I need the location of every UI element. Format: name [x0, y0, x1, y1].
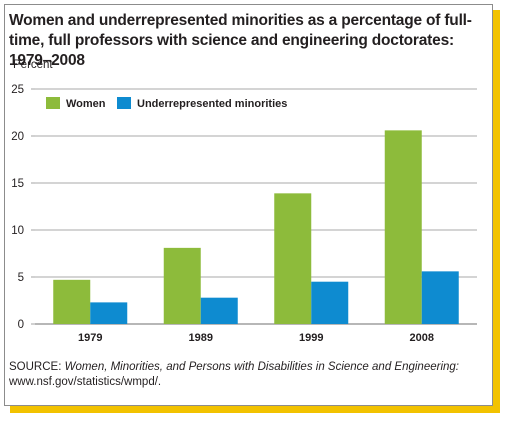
source-title: Women, Minorities, and Persons with Disa… [64, 361, 459, 373]
bar-underrepresented-minorities-1989 [200, 297, 238, 324]
y-tick-label: 15 [11, 178, 24, 190]
y-axis-label: Percent [13, 59, 53, 71]
legend-swatch-women [46, 97, 60, 109]
bar-women-1979 [53, 279, 91, 324]
bar-underrepresented-minorities-2008 [421, 271, 459, 324]
y-tick-labels: 0 5 10 15 20 25 [11, 84, 24, 331]
bar-underrepresented-minorities-1979 [90, 302, 128, 324]
x-tick-labels: 1979 1989 1999 2008 [78, 332, 434, 344]
source-note: SOURCE: Women, Minorities, and Persons w… [9, 360, 487, 390]
legend-label: Underrepresented minorities [137, 98, 287, 110]
x-tick-label: 2008 [410, 332, 434, 344]
y-tick-label: 20 [11, 131, 24, 143]
y-tick-label: 5 [18, 272, 24, 284]
legend-swatch-underrepresented-minorities [117, 97, 131, 109]
chart-title: Women and underrepresented minorities as… [9, 12, 472, 69]
y-tick-label: 25 [11, 84, 24, 96]
bar-women-1999 [274, 193, 312, 324]
y-tick-label: 10 [11, 225, 24, 237]
x-tick-label: 1979 [78, 332, 102, 344]
y-tick-label: 0 [18, 319, 24, 331]
legend: Women Underrepresented minorities [46, 97, 287, 110]
bar-underrepresented-minorities-1999 [311, 281, 349, 324]
bar-women-1989 [163, 247, 201, 324]
legend-label: Women [66, 98, 106, 110]
source-url: www.nsf.gov/statistics/wmpd/. [9, 376, 162, 388]
bar-women-2008 [384, 130, 422, 324]
x-tick-label: 1999 [299, 332, 323, 344]
bars [53, 130, 459, 324]
source-prefix: SOURCE: [9, 361, 65, 373]
x-tick-label: 1989 [189, 332, 213, 344]
